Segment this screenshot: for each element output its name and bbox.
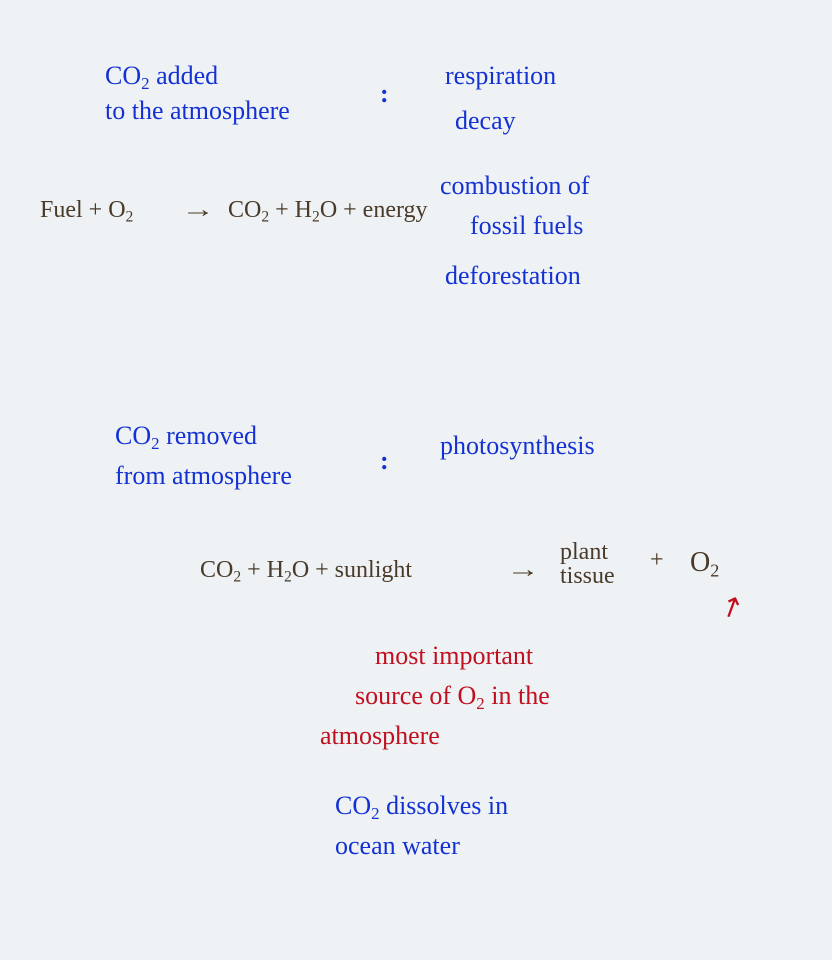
added-item-combustion-line2: fossil fuels xyxy=(470,210,583,243)
added-item-deforestation: deforestation xyxy=(445,260,581,293)
red-note-line1: most important xyxy=(375,640,533,673)
colon-2: : xyxy=(380,445,389,478)
added-item-combustion-line1: combustion of xyxy=(440,170,590,203)
photo-eq-lhs: CO2 + H2O + sunlight xyxy=(200,555,412,587)
photo-eq-arrow: → xyxy=(500,555,546,585)
photo-eq-plant-tissue: plant tissue xyxy=(560,540,615,588)
co2-removed-heading-line2: from atmosphere xyxy=(115,460,292,493)
photo-eq-plus: + xyxy=(650,545,664,575)
handwritten-page: CO2 added to the atmosphere : respiratio… xyxy=(0,0,832,960)
added-item-respiration: respiration xyxy=(445,60,556,93)
co2-added-heading-line1: CO2 added xyxy=(105,60,218,94)
combustion-eq-rhs: CO2 + H2O + energy xyxy=(228,195,428,227)
co2-removed-heading-line1: CO2 removed xyxy=(115,420,257,454)
red-arrow-icon: ↗ xyxy=(714,587,750,629)
removed-item-photosynthesis: photosynthesis xyxy=(440,430,595,463)
co2-added-heading-line2: to the atmosphere xyxy=(105,95,290,128)
removed-item-dissolves-line2: ocean water xyxy=(335,830,460,863)
combustion-eq-arrow: → xyxy=(175,195,221,225)
removed-item-dissolves-line1: CO2 dissolves in xyxy=(335,790,508,824)
red-note-line3: atmosphere xyxy=(320,720,440,753)
added-item-decay: decay xyxy=(455,105,516,138)
combustion-eq-lhs: Fuel + O2 xyxy=(40,195,133,227)
red-note-line2: source of O2 in the xyxy=(355,680,550,714)
photo-eq-o2: O2 xyxy=(690,545,719,582)
colon-1: : xyxy=(380,78,389,111)
